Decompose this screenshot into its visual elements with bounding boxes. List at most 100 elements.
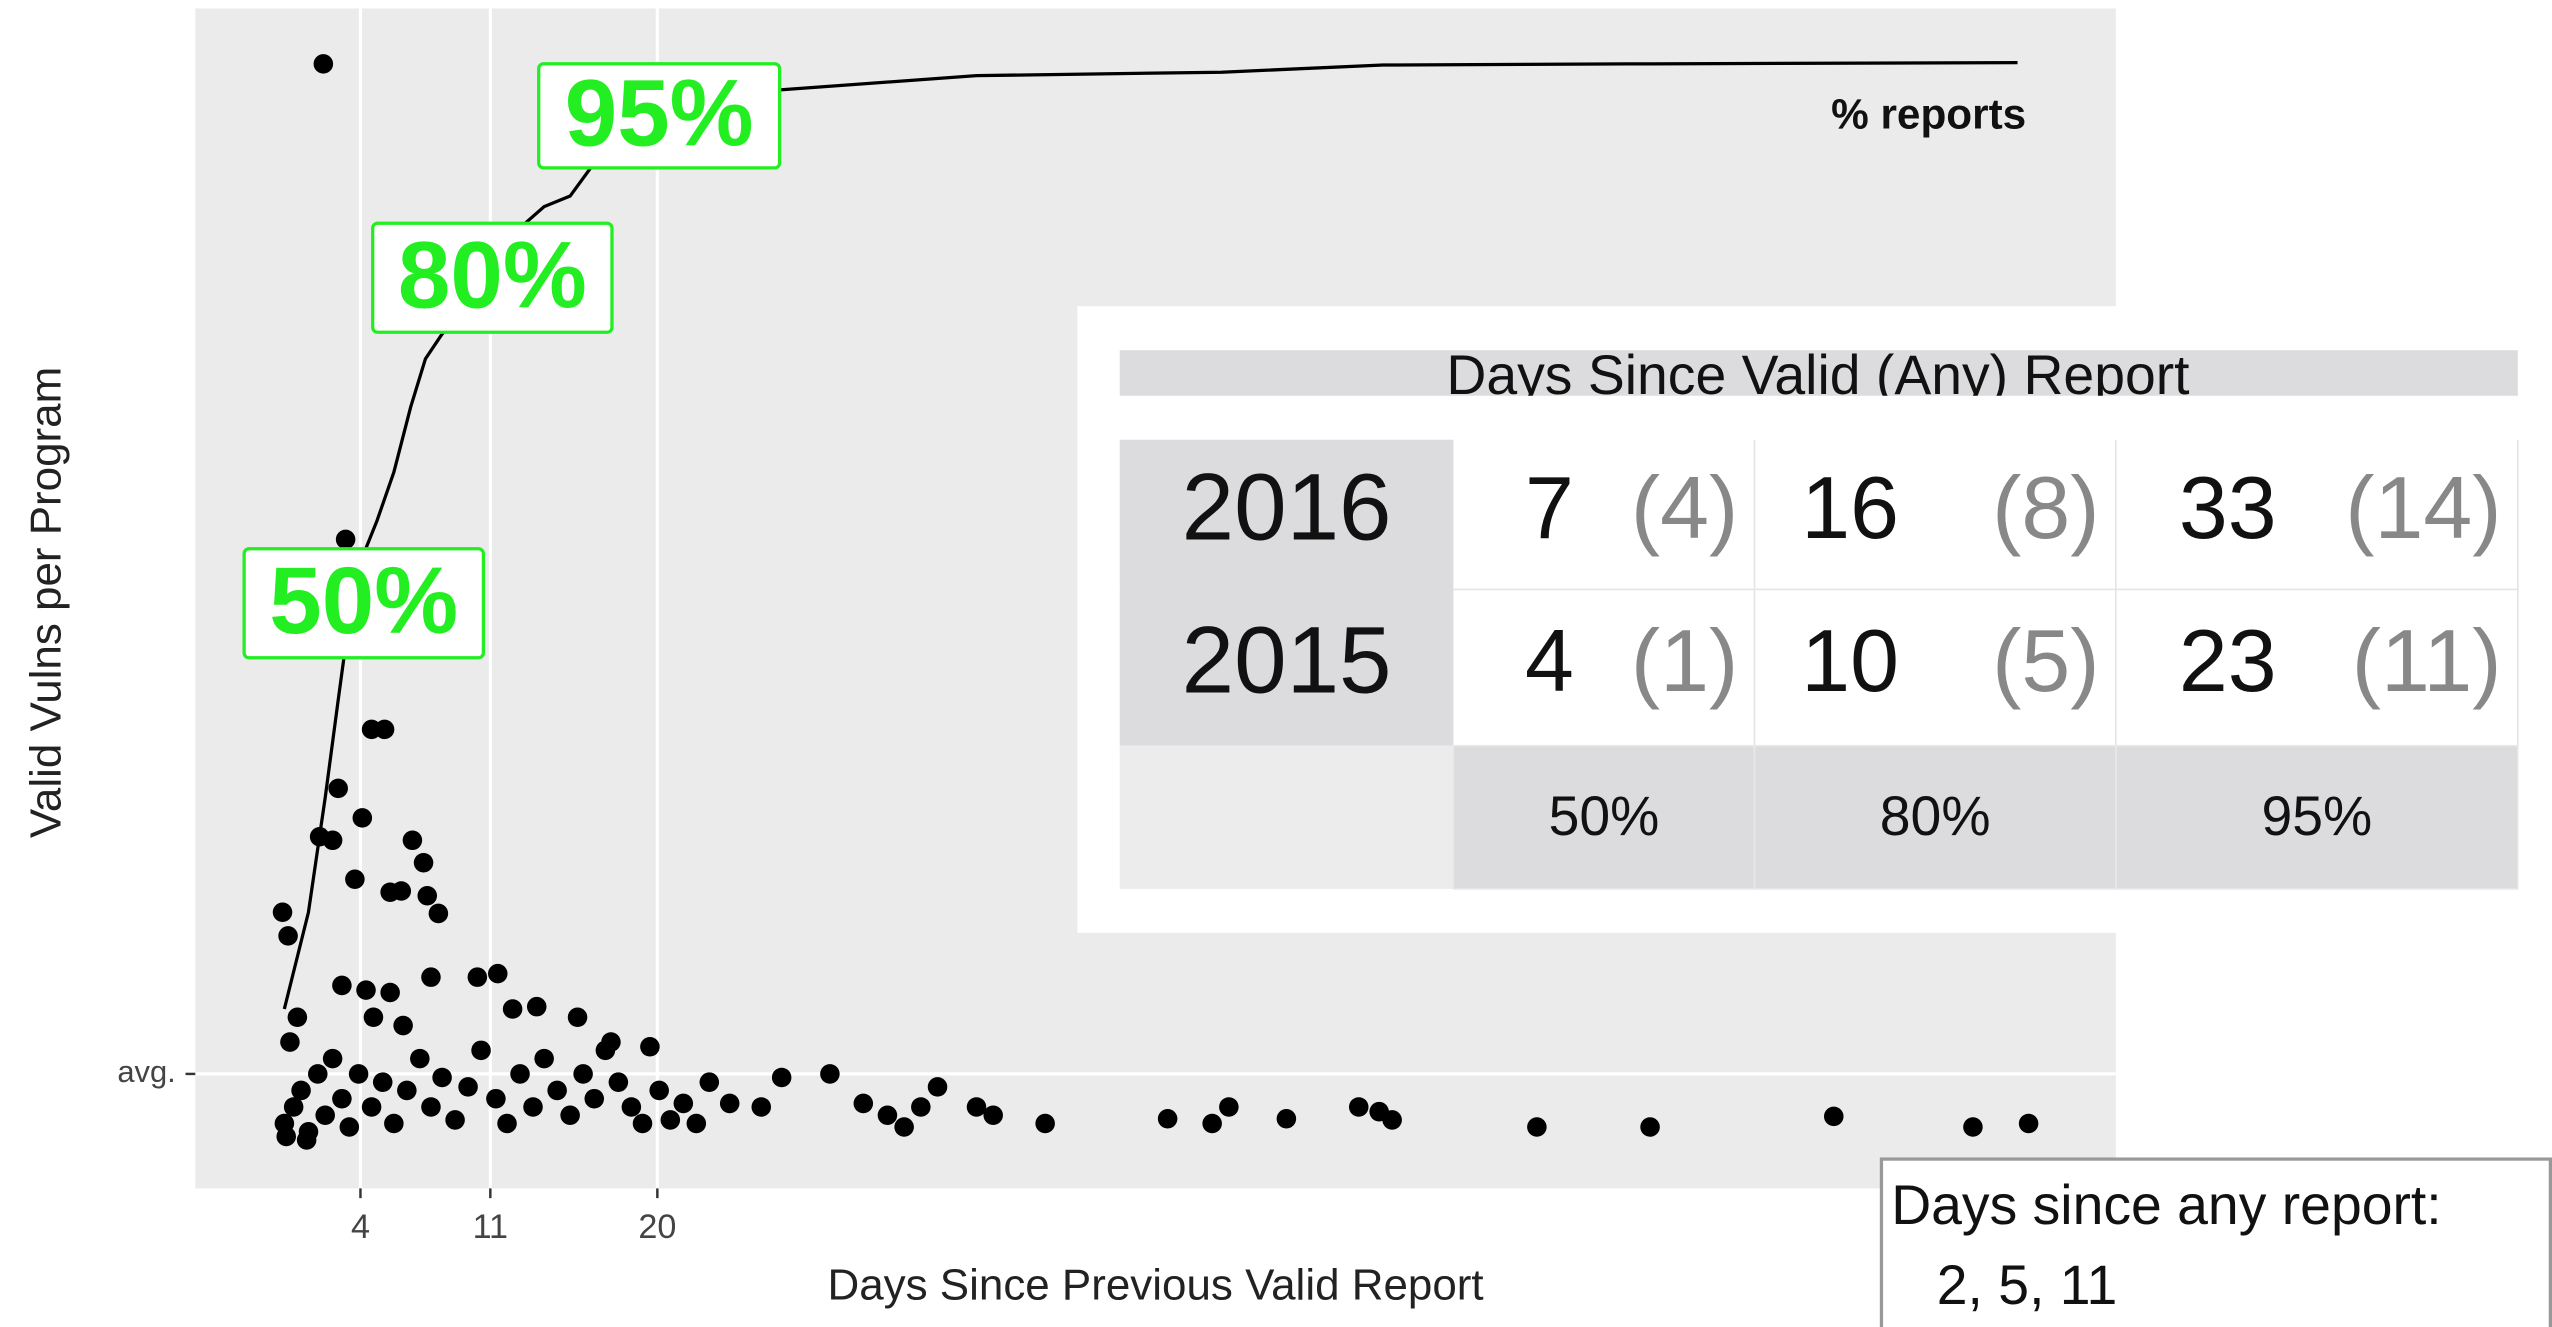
point	[361, 1097, 382, 1117]
point	[445, 1110, 465, 1130]
point	[534, 1048, 554, 1069]
point	[345, 869, 365, 889]
point	[2018, 1113, 2039, 1134]
point	[1382, 1110, 1402, 1130]
point	[322, 1048, 343, 1069]
point	[640, 1037, 660, 1057]
point	[927, 1077, 948, 1097]
point	[621, 1097, 642, 1117]
point	[391, 881, 412, 901]
point	[526, 996, 547, 1017]
point	[332, 1088, 352, 1109]
point	[1035, 1113, 1055, 1134]
point	[1276, 1109, 1297, 1129]
cell-secondary: (14)	[2345, 458, 2501, 557]
point	[894, 1117, 914, 1137]
point	[384, 1113, 404, 1134]
point	[820, 1064, 840, 1084]
cell-secondary: (11)	[2352, 611, 2502, 710]
cell-value: 33	[2179, 458, 2277, 557]
point	[560, 1105, 580, 1125]
y-tick-label: avg.	[117, 1054, 175, 1089]
point	[363, 1007, 384, 1028]
point	[502, 999, 523, 1019]
point	[296, 1130, 317, 1150]
point	[413, 852, 434, 873]
cell-secondary: (4)	[1631, 458, 1738, 557]
point	[608, 1072, 629, 1092]
cell-secondary: (8)	[1992, 458, 2099, 557]
point	[966, 1097, 987, 1117]
cell-value: 23	[2179, 611, 2277, 710]
point	[417, 885, 438, 906]
plot-layer: 4 11 20 avg. 50% 80% 95%	[117, 8, 2116, 1246]
footer-cell	[2115, 744, 2519, 890]
footer-label: 80%	[1880, 785, 1991, 847]
point	[322, 830, 343, 851]
point	[567, 1007, 588, 1028]
point	[1202, 1113, 1222, 1134]
point	[497, 1113, 517, 1134]
cell-value: 7	[1525, 458, 1574, 557]
point	[280, 1032, 300, 1052]
point	[393, 1015, 413, 1036]
point	[751, 1097, 772, 1117]
x-tick-label: 20	[638, 1208, 676, 1246]
line-label: % reports	[1831, 91, 2026, 138]
point	[853, 1093, 874, 1114]
point	[458, 1077, 478, 1097]
point	[356, 980, 376, 1000]
annotation-label: 50%	[269, 549, 458, 654]
point	[348, 1064, 369, 1084]
point	[660, 1110, 681, 1130]
footer-blank	[1119, 745, 1454, 889]
point	[649, 1080, 669, 1101]
year-cell	[1119, 589, 1454, 746]
point	[272, 902, 293, 923]
point	[547, 1080, 567, 1101]
point	[911, 1097, 931, 1117]
point	[471, 1040, 491, 1061]
point	[283, 1097, 304, 1117]
annotation-box	[537, 62, 782, 170]
point	[374, 719, 395, 740]
cell-value: 10	[1801, 611, 1899, 710]
cell-value: 16	[1801, 458, 1899, 557]
footer-label: 95%	[2261, 785, 2372, 847]
point	[719, 1093, 740, 1114]
y-axis-label: Valid Vulns per Program	[21, 367, 70, 838]
point	[1348, 1097, 1369, 1117]
point	[877, 1105, 898, 1125]
x-tick-label: 4	[351, 1208, 370, 1246]
point	[983, 1105, 1003, 1125]
point	[276, 1126, 296, 1147]
point	[486, 1088, 506, 1109]
note-title: Days since any report:	[1891, 1174, 2441, 1236]
point	[1219, 1097, 1239, 1117]
point	[432, 1067, 452, 1088]
footer-label: 50%	[1549, 785, 1660, 847]
point	[278, 926, 298, 946]
point	[686, 1113, 707, 1134]
x-axis-label: Days Since Previous Valid Report	[828, 1260, 1484, 1309]
year-label: 2016	[1182, 456, 1392, 561]
point	[510, 1064, 530, 1084]
point	[1963, 1117, 1983, 1137]
annotation-box	[371, 221, 614, 334]
table: 2016 7 (4) 16 (8) 33 (14) 2015 4 (1) 10 (5) 23 (11) 50…	[1119, 439, 2519, 890]
point	[1824, 1106, 1844, 1127]
point	[402, 830, 423, 851]
point	[699, 1072, 720, 1092]
point	[291, 1080, 311, 1101]
cell-value: 4	[1525, 611, 1574, 710]
point	[308, 1064, 328, 1084]
cell-secondary: (5)	[1992, 611, 2099, 710]
point	[335, 529, 356, 550]
point	[771, 1067, 792, 1088]
point	[1157, 1109, 1178, 1129]
point	[1527, 1117, 1547, 1137]
annotation-label: 95%	[565, 62, 754, 167]
point	[380, 982, 400, 1003]
point	[428, 903, 449, 924]
